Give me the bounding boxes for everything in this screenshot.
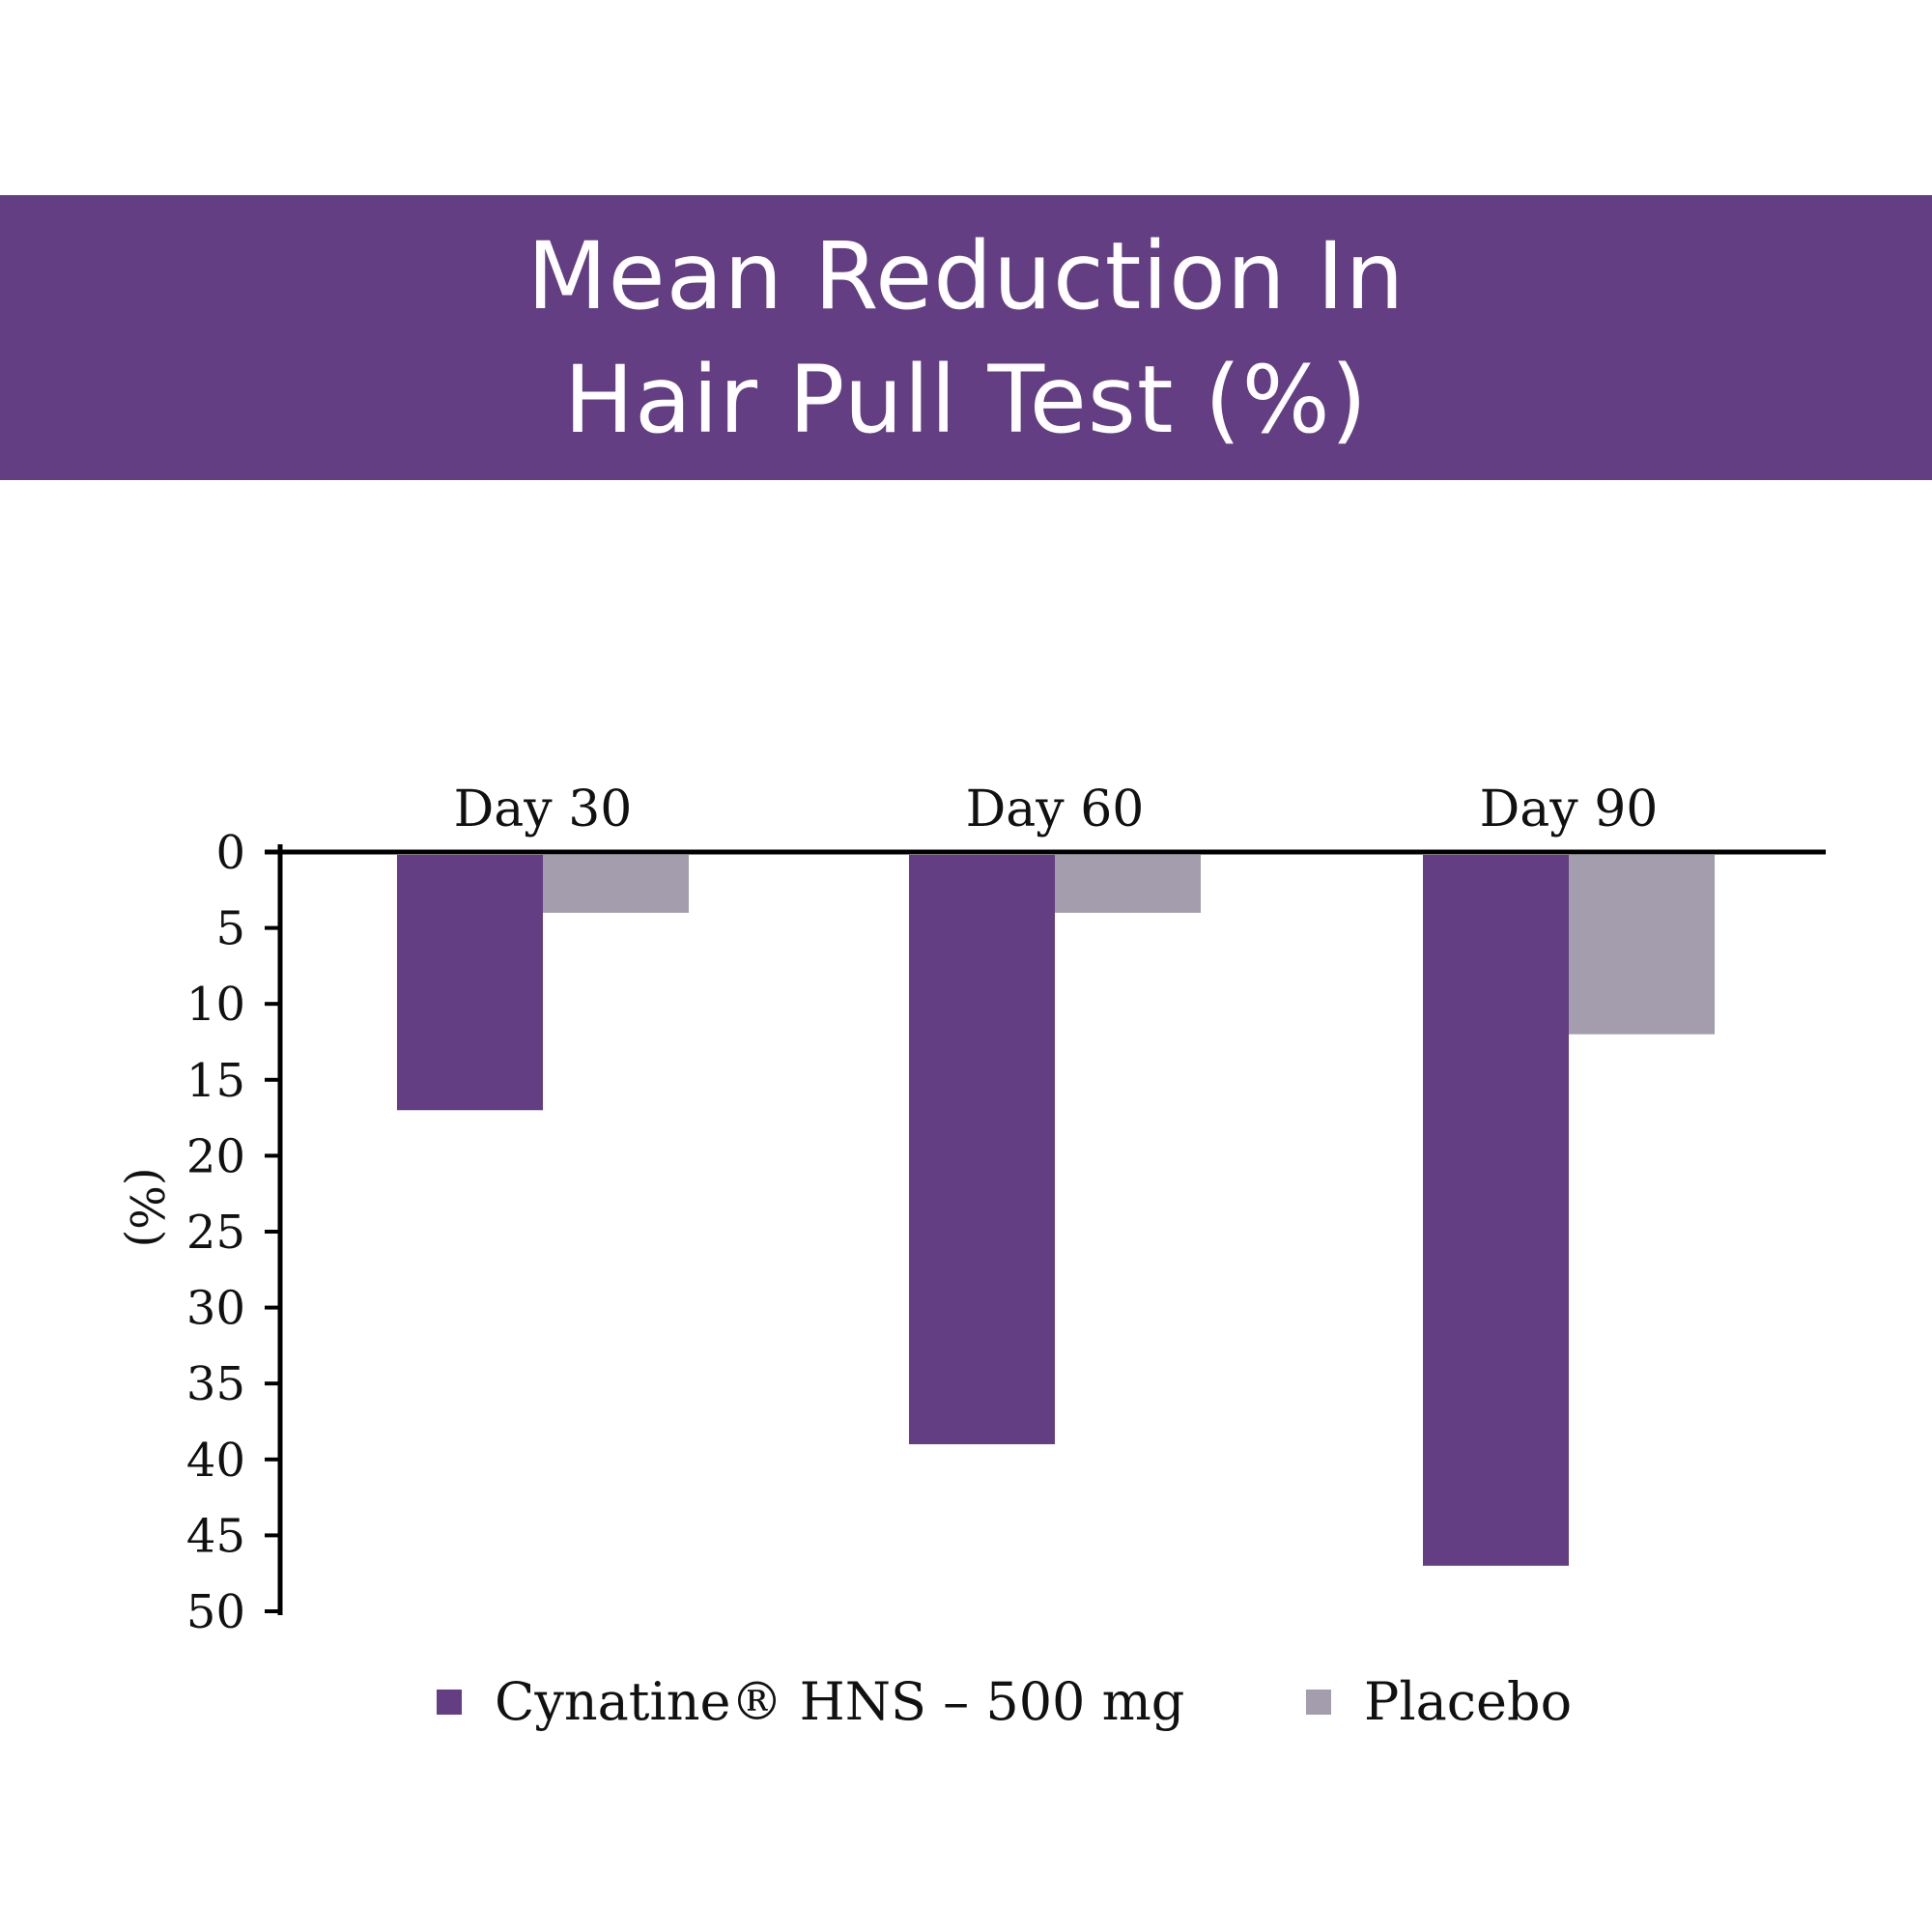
y-axis-title: (%) <box>119 1167 173 1247</box>
bar-placebo-day-60 <box>1055 855 1201 913</box>
bar-cynatine-day-60 <box>909 855 1055 1445</box>
y-tick-label-10: 10 <box>186 978 245 1032</box>
y-tick-label-15: 15 <box>186 1054 245 1108</box>
y-tick-label-30: 30 <box>186 1282 245 1336</box>
legend-item-cynatine: Cynatine® HNS – 500 mg <box>437 1671 1184 1732</box>
y-tick-label-45: 45 <box>186 1509 245 1563</box>
y-tick-label-40: 40 <box>186 1434 245 1488</box>
chart-title-line-2: Hair Pull Test (%) <box>563 345 1369 454</box>
chart-legend: Cynatine® HNS – 500 mg Placebo <box>0 1671 1932 1748</box>
legend-swatch-cynatine <box>437 1689 462 1715</box>
category-label-day-30: Day 30 <box>454 781 633 838</box>
legend-swatch-placebo <box>1306 1689 1331 1715</box>
legend-label-placebo: Placebo <box>1364 1671 1573 1732</box>
bar-cynatine-day-30 <box>397 855 543 1111</box>
bar-placebo-day-90 <box>1569 855 1715 1035</box>
y-tick-label-20: 20 <box>186 1129 245 1183</box>
bar-cynatine-day-90 <box>1423 855 1569 1566</box>
y-tick-label-35: 35 <box>186 1357 245 1411</box>
legend-label-cynatine: Cynatine® HNS – 500 mg <box>495 1671 1185 1732</box>
title-banner: Mean Reduction In Hair Pull Test (%) <box>0 195 1932 480</box>
y-tick-label-5: 5 <box>215 902 245 956</box>
y-tick-label-50: 50 <box>186 1585 245 1639</box>
chart-title-line-1: Mean Reduction In <box>526 221 1406 330</box>
bar-placebo-day-30 <box>543 855 689 913</box>
category-label-day-60: Day 60 <box>966 781 1145 838</box>
y-tick-label-0: 0 <box>215 826 245 880</box>
y-tick-label-25: 25 <box>186 1206 245 1260</box>
legend-item-placebo: Placebo <box>1306 1671 1572 1732</box>
category-label-day-90: Day 90 <box>1480 781 1659 838</box>
